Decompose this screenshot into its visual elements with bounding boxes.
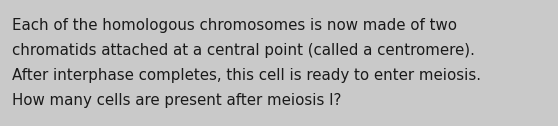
Text: How many cells are present after meiosis I?: How many cells are present after meiosis… <box>12 93 341 108</box>
Text: After interphase completes, this cell is ready to enter meiosis.: After interphase completes, this cell is… <box>12 68 481 83</box>
Text: Each of the homologous chromosomes is now made of two: Each of the homologous chromosomes is no… <box>12 18 457 33</box>
Text: chromatids attached at a central point (called a centromere).: chromatids attached at a central point (… <box>12 43 475 58</box>
